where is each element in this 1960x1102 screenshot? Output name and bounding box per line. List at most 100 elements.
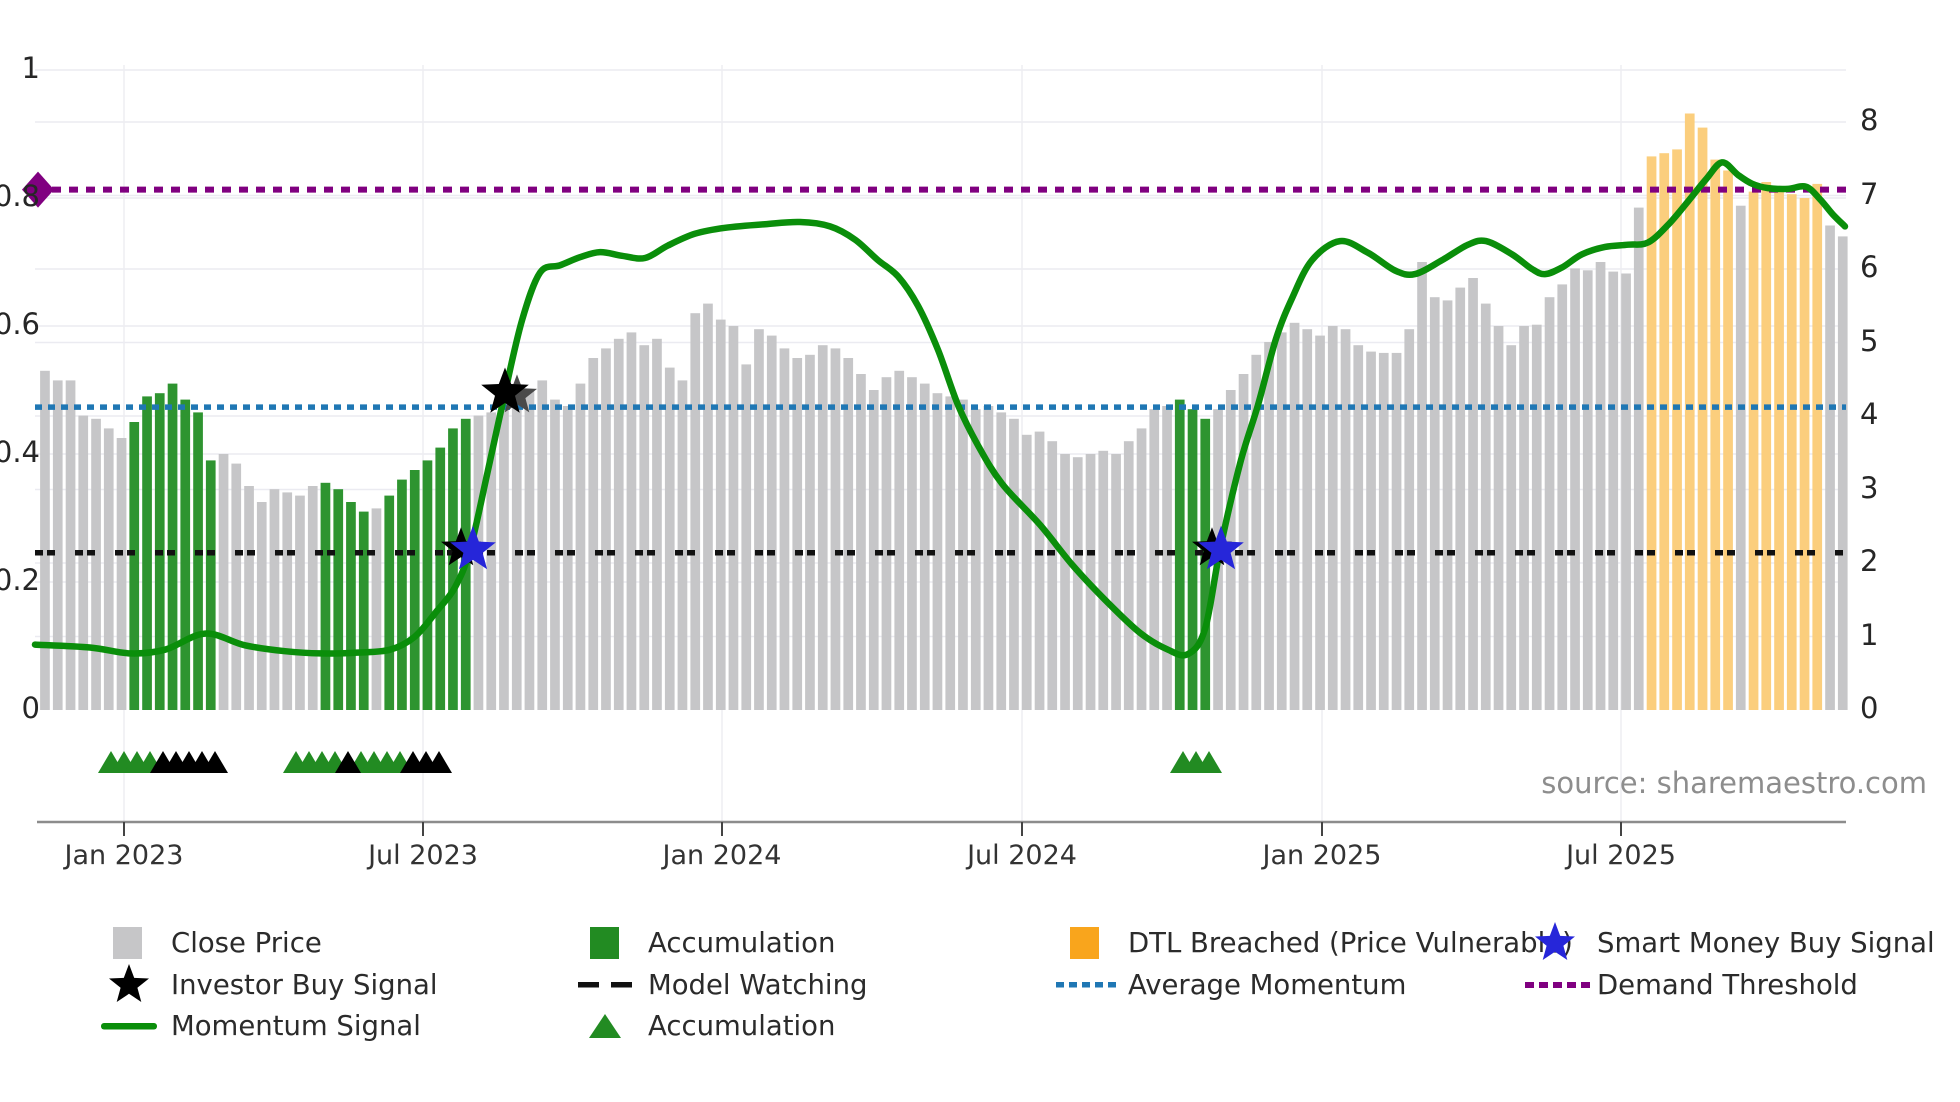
black-star-icon — [109, 964, 149, 1002]
close-price-bar — [307, 486, 318, 710]
close-price-bar — [945, 396, 956, 710]
close-price-bar — [1633, 207, 1644, 710]
blue-star-icon — [1535, 922, 1575, 960]
accumulation-bar — [129, 422, 140, 710]
close-price-bar — [728, 326, 739, 710]
legend-label: Accumulation — [648, 1010, 836, 1042]
smart-money-star-icon — [1198, 525, 1244, 570]
close-price-bar — [1404, 329, 1415, 710]
close-price-bar — [843, 358, 854, 710]
close-price-bar — [1302, 329, 1313, 710]
close-price-bar — [639, 345, 650, 710]
legend-item-smart-money: Smart Money Buy Signal — [1521, 922, 1935, 964]
close-price-bar — [371, 508, 382, 710]
close-price-bar — [894, 370, 905, 710]
close-price-bar — [1162, 406, 1172, 710]
black-dashed-line-icon — [578, 982, 632, 988]
legend-item-dtl-breached: DTL Breached (Price Vulnerable) — [1052, 922, 1573, 964]
dtl-breached-bar — [1786, 194, 1797, 710]
close-price-bar — [1123, 441, 1134, 710]
right-axis-tick-label: 7 — [1860, 176, 1879, 211]
close-price-bar — [1391, 352, 1402, 710]
close-price-bar — [218, 454, 229, 710]
close-price-bar — [1047, 441, 1058, 710]
accumulation-bar — [1187, 409, 1198, 710]
left-axis-tick-label: 0 — [21, 691, 40, 725]
legend-item-accumulation-marker: Accumulation — [572, 1005, 835, 1047]
close-price-bar — [1506, 345, 1517, 710]
close-price-bar — [919, 383, 930, 710]
close-price-bar — [1442, 300, 1453, 710]
dtl-breached-bar — [1646, 156, 1657, 710]
investor-buy-star-icon — [481, 367, 529, 413]
close-price-bar — [1417, 262, 1427, 710]
close-price-bar — [1098, 450, 1109, 710]
legend-item-close-price: Close Price — [95, 922, 322, 964]
close-price-bar — [1468, 278, 1478, 710]
right-axis-tick-label: 2 — [1860, 544, 1879, 578]
x-axis-tick-label: Jul 2025 — [1566, 840, 1676, 871]
close-price-bar — [1251, 354, 1262, 710]
source-note: source: sharemaestro.com — [1541, 766, 1927, 800]
close-price-bar — [1276, 332, 1287, 710]
close-price-bar — [741, 364, 752, 710]
legend-label: Accumulation — [648, 927, 836, 959]
accumulation-bar — [397, 479, 407, 710]
left-axis-tick-label: 0.8 — [0, 179, 40, 213]
legend-item-average-momentum: Average Momentum — [1052, 964, 1406, 1006]
close-price-bar — [983, 406, 994, 710]
legend-label: Investor Buy Signal — [171, 969, 438, 1001]
close-price-bar — [550, 399, 560, 710]
close-price-bar — [1557, 284, 1568, 710]
dtl-breached-bar — [1659, 153, 1670, 710]
close-price-bar — [1315, 335, 1325, 710]
right-axis-tick-label: 0 — [1860, 691, 1879, 725]
legend-label: Momentum Signal — [171, 1010, 421, 1042]
close-price-bar — [1289, 322, 1300, 710]
dtl-breached-bar — [1799, 198, 1810, 710]
close-price-bar — [1060, 454, 1070, 710]
close-price-bar — [1519, 326, 1529, 710]
close-price-bar — [1366, 351, 1376, 710]
close-price-bar — [1353, 345, 1364, 710]
close-price-bar — [715, 319, 726, 710]
close-price-bar — [1340, 329, 1351, 710]
close-price-bar — [766, 335, 777, 710]
close-price-bar — [282, 492, 293, 710]
close-price-bar — [754, 329, 764, 710]
close-price-bar — [1136, 428, 1147, 710]
legend-label: Close Price — [171, 927, 322, 959]
close-price-bar — [805, 354, 815, 710]
close-price-bar — [703, 303, 713, 710]
accumulation-bar — [333, 489, 344, 710]
close-price-bar — [830, 348, 841, 710]
close-price-bar — [970, 409, 981, 710]
demand-threshold-diamond-icon — [22, 171, 54, 208]
close-price-bar — [817, 345, 828, 710]
close-price-bar — [78, 415, 89, 710]
close-price-bar — [626, 332, 637, 710]
left-axis-tick-label: 0.4 — [0, 435, 40, 469]
close-price-bar — [1621, 273, 1631, 710]
watch-triangle-icon — [202, 751, 228, 773]
legend-item-momentum-signal: Momentum Signal — [95, 1005, 421, 1047]
purple-dotted-line-icon — [1525, 982, 1590, 988]
close-price-bar — [537, 380, 548, 710]
right-axis-tick-label: 1 — [1860, 617, 1879, 652]
close-price-bar — [269, 489, 280, 710]
close-price-bar — [1595, 262, 1606, 710]
x-axis-tick-label: Jul 2023 — [368, 840, 478, 871]
accumulation-bar — [346, 502, 356, 710]
close-price-bar — [1009, 418, 1019, 710]
legend-label: Model Watching — [648, 969, 868, 1001]
accumulation-bar — [409, 470, 420, 710]
close-price-bar — [1327, 326, 1338, 710]
right-axis-tick-label: 6 — [1860, 250, 1879, 284]
close-price-bar — [295, 495, 305, 710]
watch-triangle-icon — [335, 751, 361, 773]
close-price-bar — [1825, 225, 1835, 710]
left-axis-tick-label: 0.6 — [0, 307, 40, 341]
close-price-bar — [52, 380, 63, 710]
close-price-bar — [1455, 287, 1466, 710]
